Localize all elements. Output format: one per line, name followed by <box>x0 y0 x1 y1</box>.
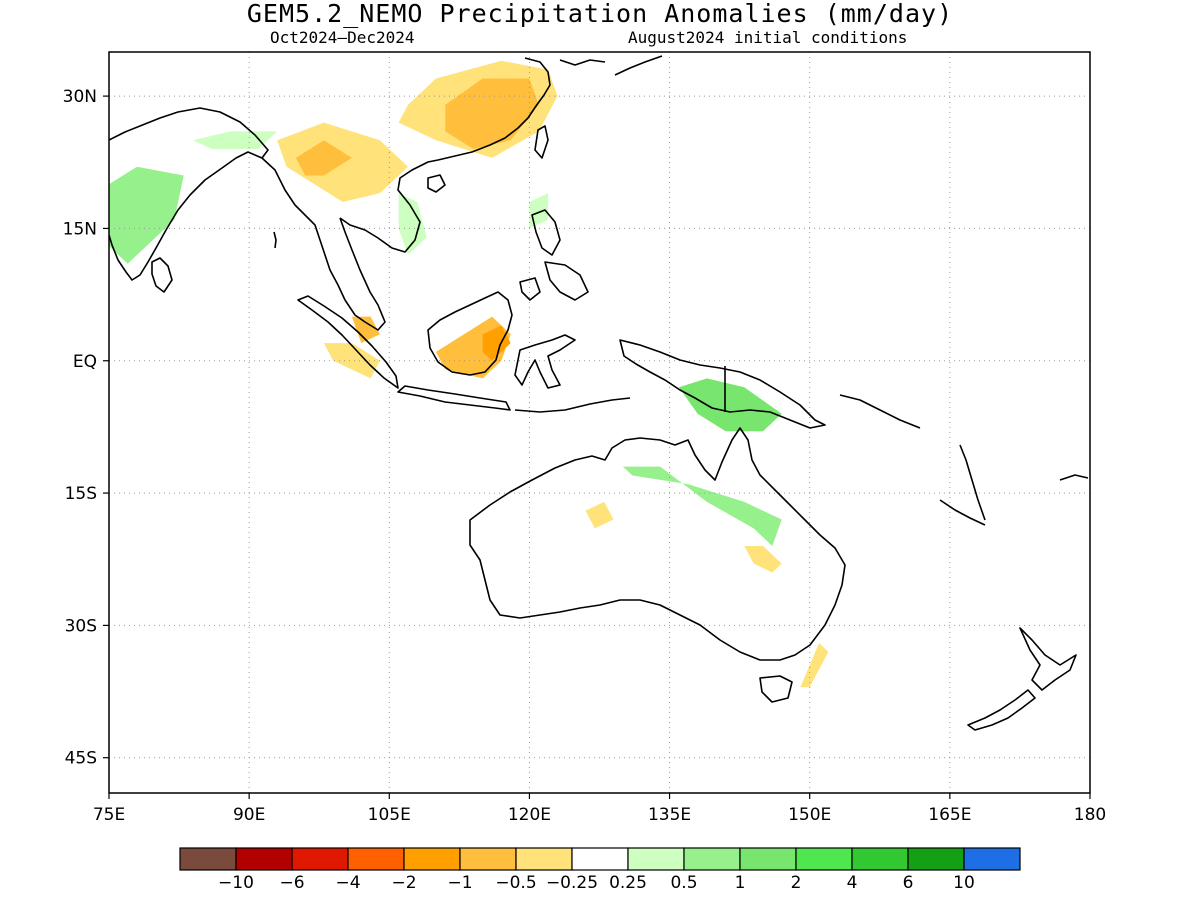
lon-label: 165E <box>928 805 971 825</box>
lon-label: 180 <box>1074 805 1106 825</box>
anomaly-kimberley-dry <box>585 501 614 529</box>
lat-label: 30N <box>63 87 97 107</box>
colorbar-swatch <box>907 847 965 871</box>
map-frame <box>108 51 1091 794</box>
colorbar-label: −0.25 <box>546 873 598 893</box>
colorbar-swatch <box>459 847 517 871</box>
anomaly-south-china-dry-core <box>445 78 539 149</box>
colorbar-swatch <box>851 847 909 871</box>
colorbar-label: −0.5 <box>495 873 536 893</box>
colorbar-label: 0.25 <box>609 873 647 893</box>
colorbar-swatch <box>515 847 573 871</box>
lat-labels: 30N 15N EQ 15S 30S 45S <box>63 87 97 769</box>
anomaly-india-wet <box>109 166 184 264</box>
coast-nz-north <box>1019 627 1077 691</box>
colorbar-label: 1 <box>735 873 746 893</box>
colorbar: −10 −6 −4 −2 −1 −0.5 −0.25 0.25 0.5 1 2 4 6 10 <box>179 847 1021 893</box>
coast-myanmar <box>261 157 346 301</box>
coast-japan <box>614 55 663 76</box>
colorbar-swatch <box>235 847 293 871</box>
coast-mindanao <box>544 261 589 301</box>
coast-vanuatu <box>959 444 986 521</box>
colorbar-label: 2 <box>791 873 802 893</box>
axis-ticks <box>103 95 1091 799</box>
colorbar-swatch <box>291 847 349 871</box>
anomaly-philippines-wet <box>529 193 549 229</box>
colorbar-label: 10 <box>953 873 975 893</box>
anomaly-n-australia-wet <box>622 466 782 546</box>
colorbar-label: −1 <box>447 873 472 893</box>
coast-sumatra <box>297 295 399 389</box>
coast-new-caledonia <box>939 499 986 526</box>
coast-sri-lanka <box>151 257 173 293</box>
coast-malay-peninsula <box>339 217 386 331</box>
coast-borneo <box>427 291 513 376</box>
coast-lesser-sunda <box>514 397 631 413</box>
coast-fiji <box>1059 474 1089 481</box>
lon-label: 75E <box>93 805 125 825</box>
lat-label: 15S <box>65 484 97 504</box>
coast-tasmania <box>759 675 793 703</box>
anomaly-sumatra-dry <box>323 343 380 379</box>
colorbar-swatch <box>403 847 461 871</box>
colorbar-label: 0.5 <box>670 873 697 893</box>
lat-label: EQ <box>73 352 97 372</box>
colorbar-swatch <box>179 847 237 871</box>
grid-lines <box>109 52 1090 793</box>
anomaly-malaysia-dry <box>351 316 380 344</box>
coast-sulawesi <box>514 334 576 389</box>
coast-hainan <box>427 174 446 193</box>
lon-label: 120E <box>508 805 551 825</box>
colorbar-label: −4 <box>335 873 360 893</box>
colorbar-label: 6 <box>903 873 914 893</box>
coast-india <box>109 107 269 281</box>
anomaly-vietnam-wet <box>398 193 427 255</box>
colorbar-label: −2 <box>391 873 416 893</box>
colorbar-label: −10 <box>218 873 254 893</box>
colorbar-swatch <box>683 847 741 871</box>
lon-label: 105E <box>368 805 411 825</box>
coast-solomons <box>839 394 921 429</box>
coast-australia <box>469 427 846 661</box>
coast-luzon <box>531 209 561 256</box>
lon-label: 135E <box>648 805 691 825</box>
coast-korea <box>559 59 606 66</box>
coast-indochina <box>339 159 439 253</box>
coast-visayas <box>519 277 541 301</box>
coast-andaman <box>273 231 277 249</box>
colorbar-swatch <box>347 847 405 871</box>
lon-label: 90E <box>233 805 265 825</box>
coast-new-guinea <box>619 339 826 429</box>
coast-nz-south <box>967 689 1036 731</box>
colorbar-swatch <box>963 847 1021 871</box>
coast-taiwan <box>534 125 549 159</box>
lat-label: 15N <box>63 219 97 239</box>
anomaly-se-australia-dry <box>800 643 829 688</box>
coast-south-china <box>437 57 551 161</box>
coastlines <box>109 55 1089 731</box>
colorbar-swatch <box>795 847 853 871</box>
coast-java <box>397 385 511 411</box>
colorbar-label: −6 <box>279 873 304 893</box>
forecast-period: Oct2024–Dec2024 <box>270 28 415 47</box>
colorbar-swatch <box>571 847 629 871</box>
anomaly-queensland-dry <box>744 546 782 573</box>
anomaly-myanmar-dry-core <box>295 140 352 176</box>
anomaly-new-guinea-wet <box>678 378 782 432</box>
colorbar-swatch <box>739 847 797 871</box>
map-title: GEM5.2_NEMO Precipitation Anomalies (mm/… <box>246 0 954 28</box>
lat-label: 45S <box>65 749 97 769</box>
colorbar-label: 4 <box>847 873 858 893</box>
initial-conditions: August2024 initial conditions <box>628 28 908 47</box>
lat-label: 30S <box>65 616 97 636</box>
lon-labels: 75E 90E 105E 120E 135E 150E 165E 180 <box>93 805 1106 825</box>
lon-label: 150E <box>788 805 831 825</box>
colorbar-swatch <box>627 847 685 871</box>
anomaly-borneo-dry-core <box>482 325 511 361</box>
anomaly-layer <box>109 60 829 688</box>
